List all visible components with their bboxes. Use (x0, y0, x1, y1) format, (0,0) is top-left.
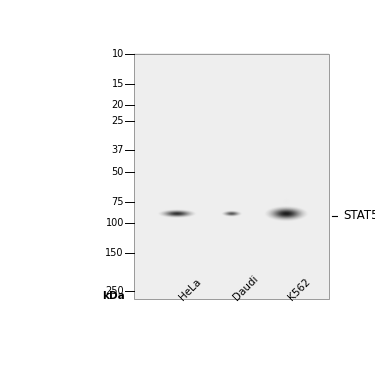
Text: STAT5b: STAT5b (344, 209, 375, 222)
Text: Daudi: Daudi (231, 273, 260, 302)
Text: 10: 10 (112, 49, 124, 58)
Bar (134, 54, 329, 299)
Text: 50: 50 (111, 167, 124, 177)
Text: 100: 100 (105, 218, 124, 228)
Text: HeLa: HeLa (177, 276, 203, 302)
Text: kDa: kDa (102, 291, 125, 300)
Text: 15: 15 (111, 78, 124, 88)
Text: 250: 250 (105, 286, 124, 296)
Text: 25: 25 (111, 116, 124, 126)
Text: 150: 150 (105, 248, 124, 258)
Text: 37: 37 (111, 145, 124, 155)
Text: 75: 75 (111, 197, 124, 207)
Text: 20: 20 (111, 100, 124, 110)
Text: K562: K562 (286, 276, 312, 302)
